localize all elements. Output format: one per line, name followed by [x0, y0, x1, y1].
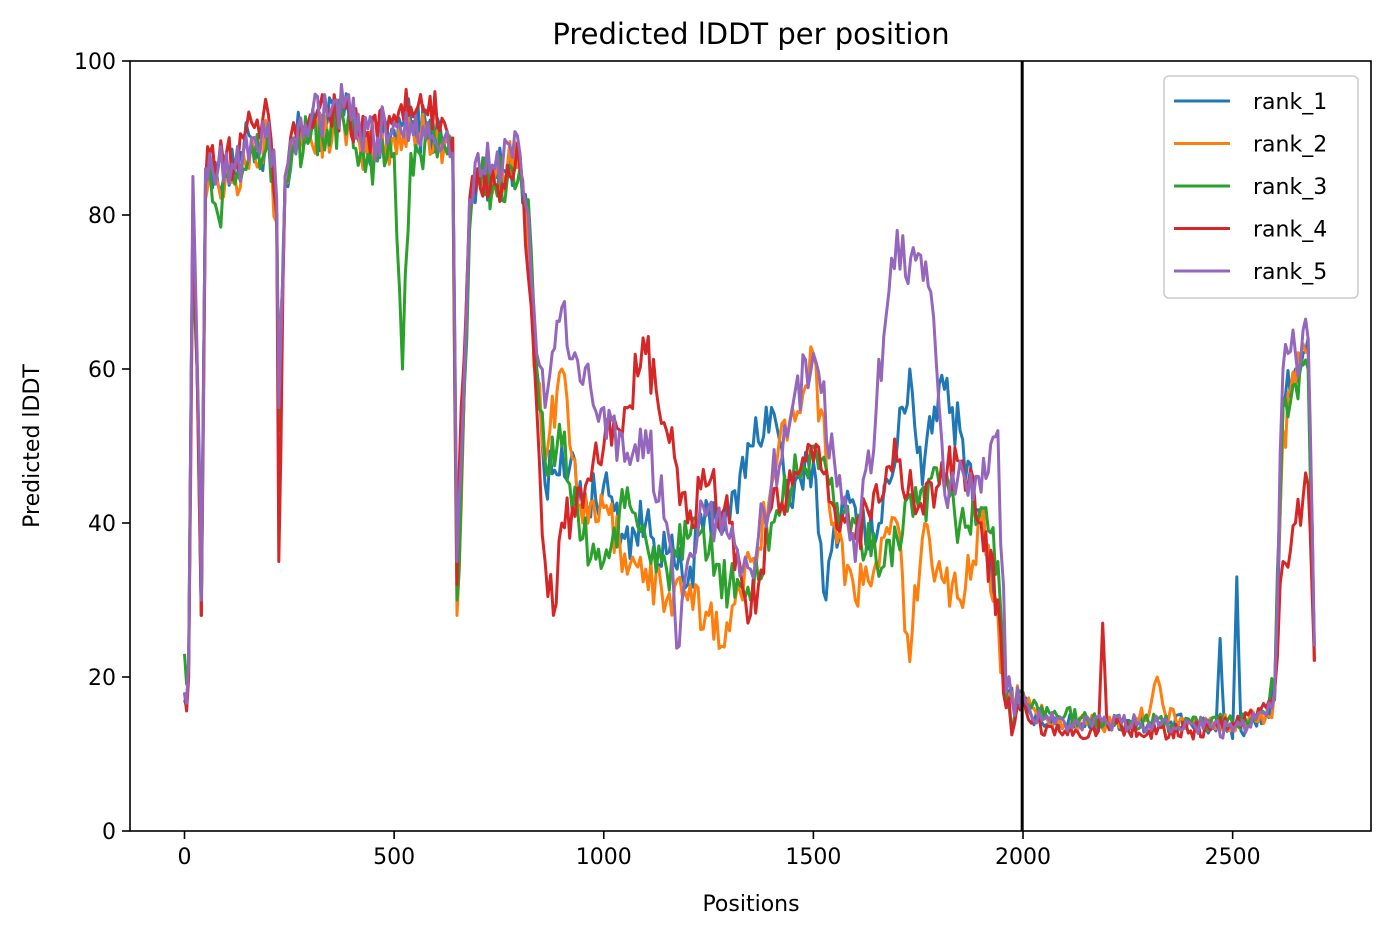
x-tick-label: 2500 — [1205, 845, 1261, 870]
legend-label: rank_5 — [1253, 260, 1327, 285]
y-tick-label: 80 — [88, 204, 116, 229]
x-tick-label: 1000 — [576, 845, 632, 870]
y-tick-label: 40 — [88, 512, 116, 537]
series-line-rank-4 — [183, 85, 1316, 741]
legend-box — [1163, 75, 1359, 299]
x-tick-label: 1500 — [785, 845, 841, 870]
y-tick-label: 60 — [88, 358, 116, 383]
series-layer — [183, 82, 1316, 741]
x-axis-label: Positions — [702, 892, 799, 917]
y-tick-label: 20 — [88, 666, 116, 691]
legend-label: rank_3 — [1253, 175, 1327, 200]
legend-label: rank_4 — [1253, 218, 1327, 243]
plot-frame — [129, 60, 1372, 832]
x-tick-label: 500 — [373, 845, 415, 870]
x-tick-label: 0 — [178, 845, 192, 870]
y-tick-label: 100 — [74, 50, 116, 75]
legend-label: rank_1 — [1253, 90, 1327, 115]
y-tick-label: 0 — [102, 820, 116, 845]
x-tick-label: 2000 — [995, 845, 1051, 870]
series-line-rank-3 — [183, 98, 1316, 736]
x-axis: 0 500 1000 1500 2000 2500 — [178, 831, 1261, 870]
legend: rank_1 rank_2 rank_3 rank_4 rank_5 — [1163, 75, 1359, 299]
chart-title: Predicted lDDT per position — [552, 17, 949, 51]
y-axis-label: Predicted lDDT — [20, 364, 45, 528]
legend-label: rank_2 — [1253, 133, 1327, 158]
y-axis: 0 20 40 60 80 100 — [74, 50, 130, 845]
series-line-rank-5 — [183, 82, 1316, 740]
